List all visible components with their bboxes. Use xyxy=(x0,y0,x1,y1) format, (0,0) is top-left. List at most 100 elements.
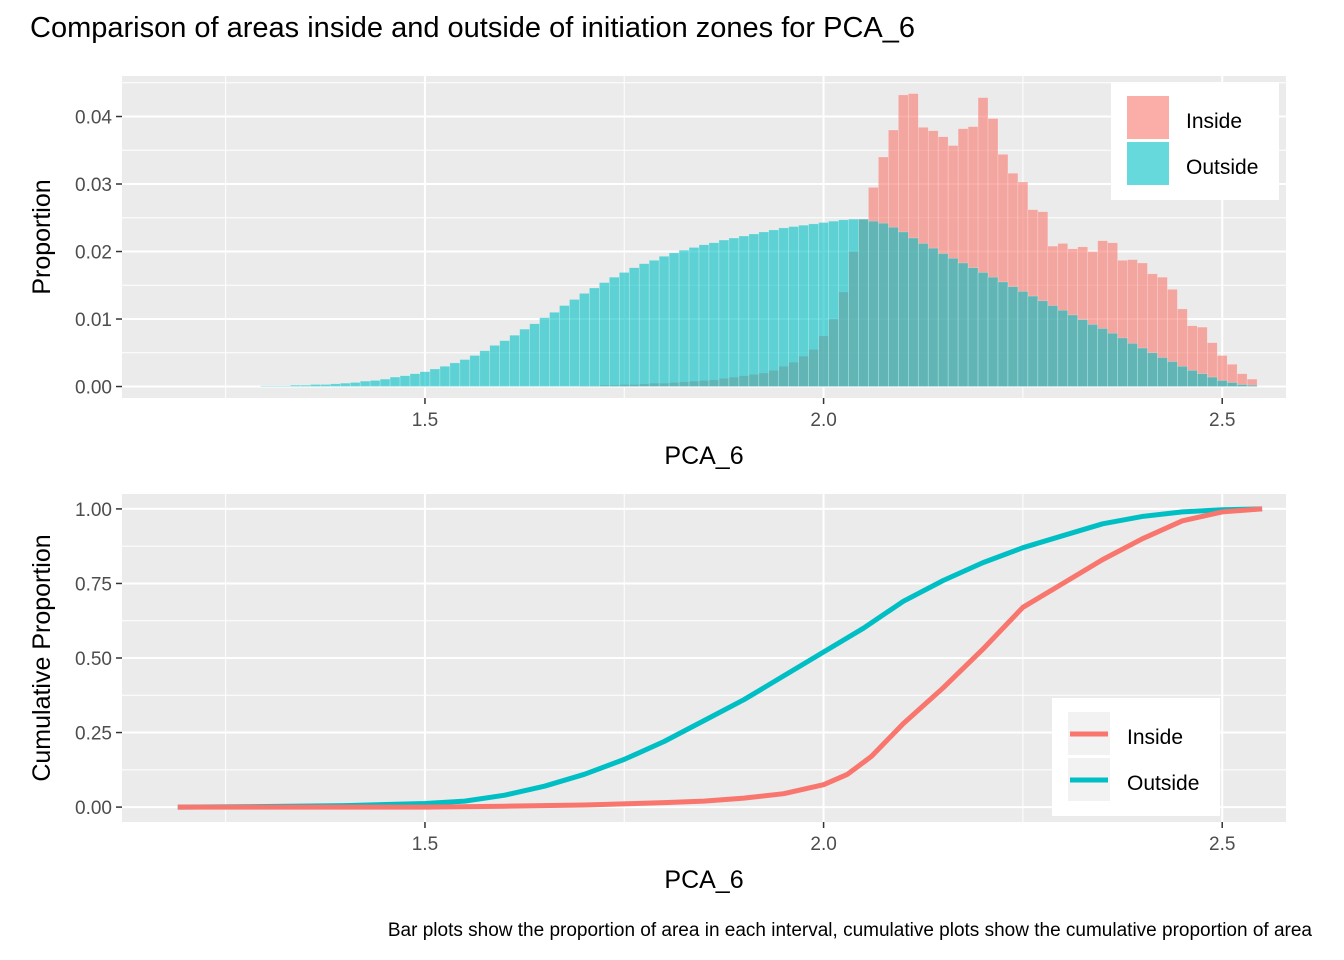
bar-outside xyxy=(987,276,999,387)
y-tick-label: 0.50 xyxy=(75,649,112,670)
bar-outside xyxy=(1107,332,1118,387)
bar-outside xyxy=(539,317,550,387)
cumulative-legend-label-outside: Outside xyxy=(1127,772,1199,795)
bar-outside xyxy=(878,222,889,387)
x-tick-label: 2.0 xyxy=(810,410,836,431)
bar-outside xyxy=(349,382,361,387)
bar-outside xyxy=(758,231,770,387)
y-tick-label: 0.02 xyxy=(75,243,112,264)
bar-outside xyxy=(648,259,660,387)
bar-outside xyxy=(668,252,680,387)
bar-outside xyxy=(359,380,371,387)
bar-outside xyxy=(479,350,491,387)
x-tick-label: 2.5 xyxy=(1209,410,1235,431)
bar-outside xyxy=(1067,314,1079,387)
bar-outside xyxy=(1246,384,1258,387)
histogram-x-axis-label: PCA_6 xyxy=(664,442,743,470)
bar-outside xyxy=(529,323,540,387)
histogram-legend-swatch-inside xyxy=(1127,96,1169,139)
histogram-legend: Inside Outside xyxy=(1111,82,1279,200)
bar-outside xyxy=(1047,305,1059,387)
bar-outside xyxy=(858,218,869,387)
histogram-outside-bars xyxy=(260,218,1258,387)
bar-outside xyxy=(997,281,1009,387)
bar-outside xyxy=(1057,309,1069,387)
x-tick-label: 1.5 xyxy=(412,834,438,855)
bar-outside xyxy=(439,365,451,387)
cumulative-legend-label-inside: Inside xyxy=(1127,726,1183,749)
bar-outside xyxy=(419,371,431,387)
bar-outside xyxy=(1167,361,1178,387)
bar-outside xyxy=(1117,337,1128,387)
y-tick-label: 0.00 xyxy=(75,378,112,399)
bar-outside xyxy=(1097,328,1108,387)
bar-outside xyxy=(888,226,899,387)
bar-outside xyxy=(609,276,620,387)
y-tick-label: 0.03 xyxy=(75,175,112,196)
bar-outside xyxy=(638,263,650,387)
bar-outside xyxy=(768,229,780,387)
bar-outside xyxy=(718,239,730,387)
y-tick-label: 1.00 xyxy=(75,500,112,521)
bar-outside xyxy=(1236,384,1248,387)
x-tick-label: 2.5 xyxy=(1209,834,1235,855)
bar-outside xyxy=(898,231,909,387)
bar-outside xyxy=(1147,352,1158,387)
bar-outside xyxy=(329,383,341,387)
bar-outside xyxy=(798,224,809,387)
bar-outside xyxy=(389,376,401,387)
bar-outside xyxy=(399,375,411,387)
bar-outside xyxy=(838,219,849,387)
bar-outside xyxy=(1077,319,1088,387)
cumulative-line-inside xyxy=(177,506,1263,810)
bar-outside xyxy=(678,249,690,387)
bar-outside xyxy=(429,368,441,387)
bar-outside xyxy=(818,222,829,387)
bar-outside xyxy=(369,380,381,387)
histogram-panel: 1.5 2.0 2.5 0.00 0.01 0.02 0.03 0.04 PCA_6 Prop… xyxy=(28,76,1286,470)
histogram-axes: 1.5 2.0 2.5 0.00 0.01 0.02 0.03 0.04 xyxy=(75,108,1235,431)
y-tick-label: 0.75 xyxy=(75,574,112,595)
bar-outside xyxy=(808,223,819,387)
bar-outside xyxy=(379,378,391,387)
bar-outside xyxy=(260,385,271,387)
cumulative-line-outside xyxy=(177,506,1263,810)
histogram-y-axis-label: Proportion xyxy=(28,179,56,294)
bar-outside xyxy=(937,253,949,387)
bar-outside xyxy=(618,272,630,387)
histogram-legend-label-inside: Inside xyxy=(1186,110,1242,133)
bar-outside xyxy=(290,384,301,387)
bar-outside xyxy=(549,311,560,387)
cumulative-axes: 1.5 2.0 2.5 0.00 0.25 0.50 0.75 1.00 xyxy=(75,500,1235,855)
bar-outside xyxy=(499,340,510,387)
bar-outside xyxy=(449,362,461,387)
bar-outside xyxy=(927,247,939,387)
bar-outside xyxy=(788,226,799,387)
cumulative-y-axis-label: Cumulative Proportion xyxy=(28,534,56,781)
x-tick-label: 2.0 xyxy=(810,834,836,855)
bar-outside xyxy=(868,220,879,387)
bar-outside xyxy=(339,382,351,387)
bar-outside xyxy=(320,384,331,387)
bar-outside xyxy=(748,233,760,387)
bar-outside xyxy=(1017,291,1029,387)
bar-outside xyxy=(977,272,989,387)
bar-outside xyxy=(599,282,610,387)
bar-outside xyxy=(489,345,501,387)
y-tick-label: 0.04 xyxy=(75,108,112,129)
y-tick-label: 0.25 xyxy=(75,724,112,745)
y-tick-label: 0.01 xyxy=(75,310,112,331)
bar-outside xyxy=(957,262,969,387)
bar-outside xyxy=(280,385,291,387)
bar-outside xyxy=(828,220,839,387)
bar-outside xyxy=(688,247,700,387)
bar-outside xyxy=(559,305,570,387)
bar-outside xyxy=(459,359,471,387)
bar-outside xyxy=(409,373,421,387)
bar-outside xyxy=(569,299,580,387)
bar-outside xyxy=(1027,295,1039,387)
bar-outside xyxy=(1127,343,1138,387)
bar-outside xyxy=(728,237,740,387)
bar-outside xyxy=(1197,373,1208,387)
